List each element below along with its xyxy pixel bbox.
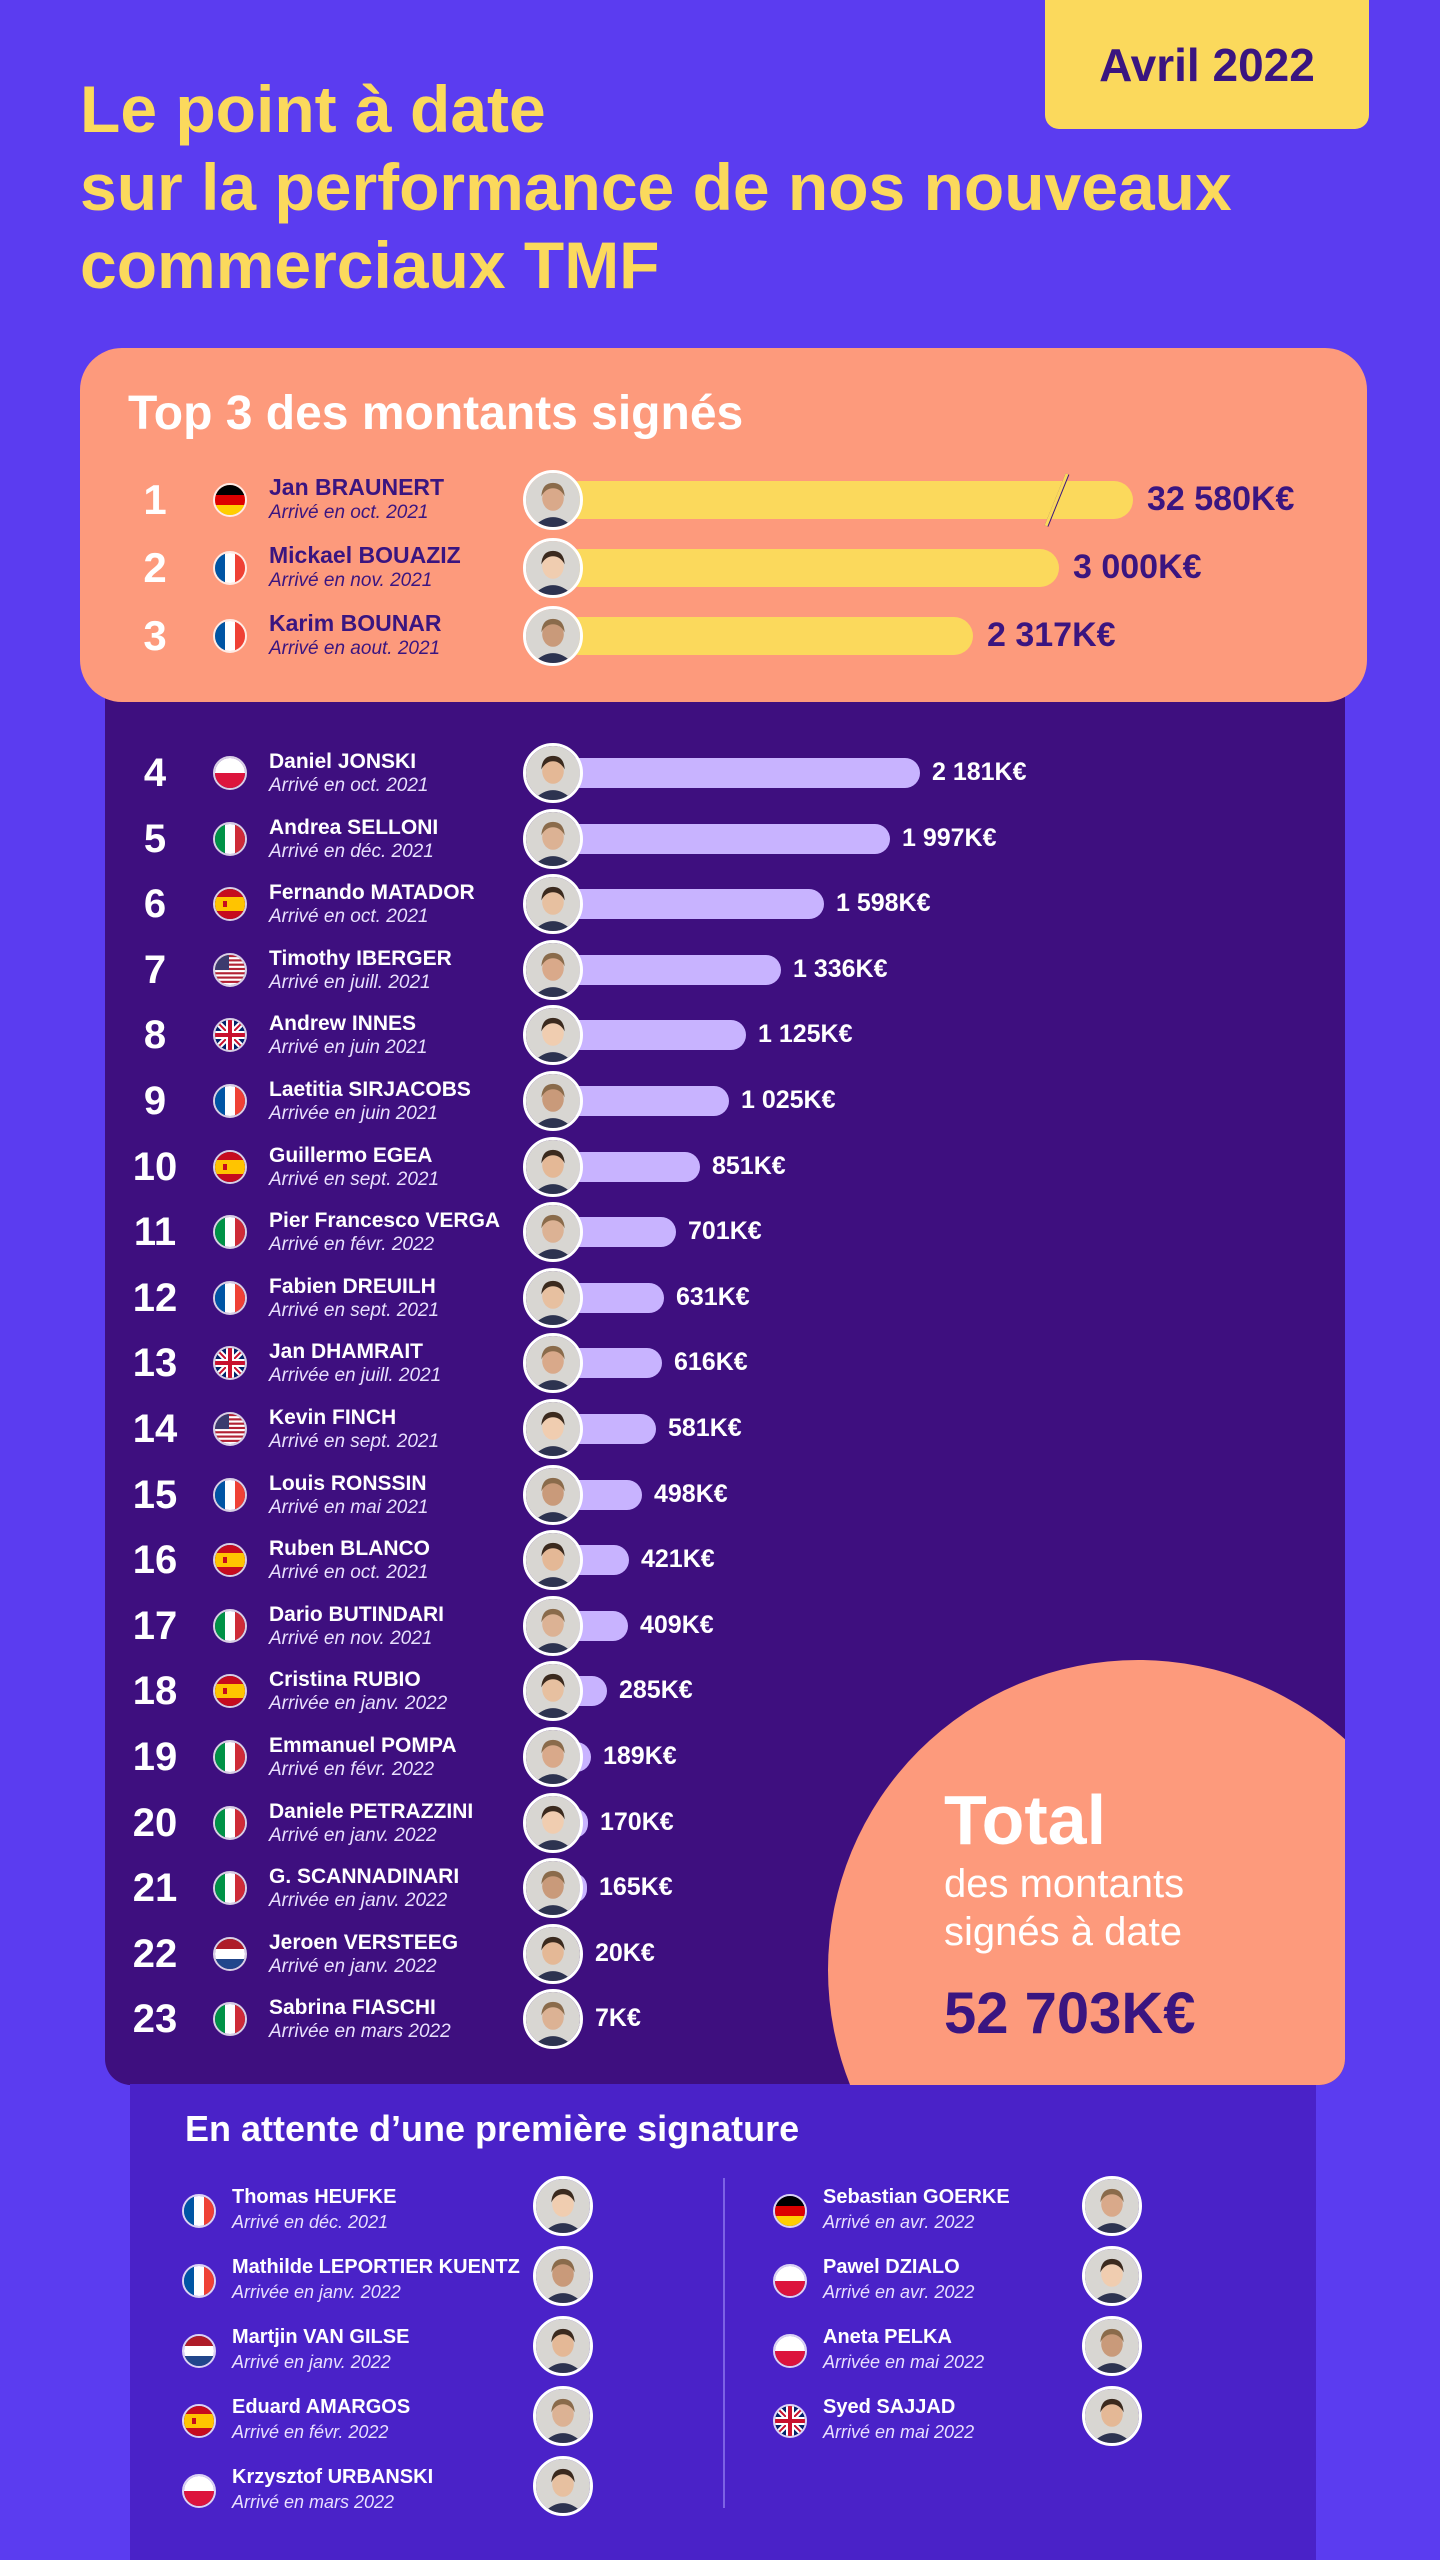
title-line: sur la performance de nos nouveaux — [80, 150, 1232, 224]
top3-card: Top 3 des montants signés — [80, 348, 1367, 702]
title-line: commerciaux TMF — [80, 228, 660, 302]
top3-title: Top 3 des montants signés — [128, 387, 744, 440]
total-block: Total des montants signés à date 52 703K… — [944, 1780, 1274, 2047]
total-amount: 52 703K€ — [944, 1981, 1196, 2046]
total-subtitle: des montants signés à date — [944, 1862, 1185, 1954]
waiting-title: En attente d’une première signature — [185, 2108, 800, 2149]
page-title: Le point à date sur la performance de no… — [80, 70, 1380, 304]
total-title: Total — [944, 1781, 1107, 1859]
waiting-divider — [723, 2178, 725, 2508]
title-line: Le point à date — [80, 72, 546, 146]
total-shape-clip — [105, 660, 1345, 2085]
date-badge: Avril 2022 — [1045, 0, 1369, 129]
